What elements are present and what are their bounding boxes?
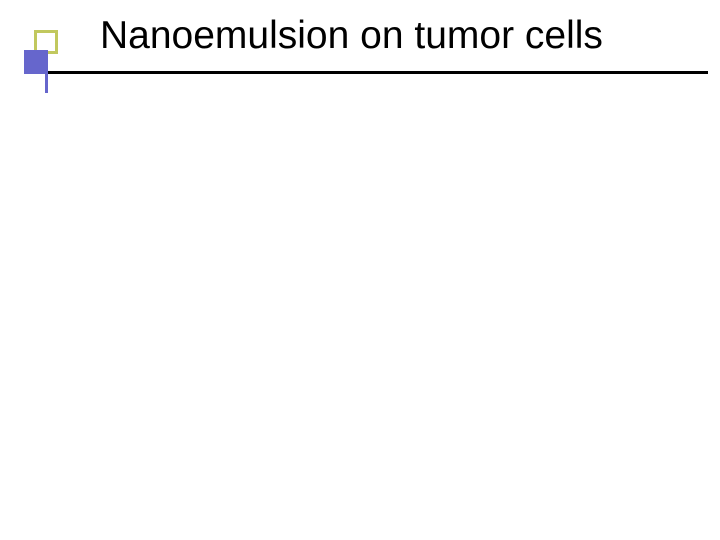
accent-square-solid	[24, 50, 48, 74]
side-accent-line	[45, 74, 48, 93]
title-underline	[48, 71, 708, 74]
slide: Nanoemulsion on tumor cells	[0, 0, 720, 540]
slide-title: Nanoemulsion on tumor cells	[100, 14, 603, 58]
